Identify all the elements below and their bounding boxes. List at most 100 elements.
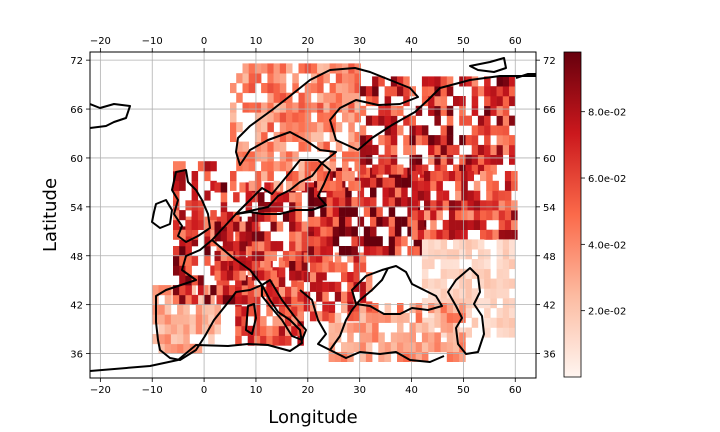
heatmap-cell	[365, 115, 373, 126]
heatmap-cell	[409, 115, 416, 126]
heatmap-cell	[248, 63, 256, 74]
heatmap-cell	[384, 351, 392, 362]
heatmap-cell	[397, 322, 404, 333]
heatmap-cell	[317, 102, 324, 113]
heatmap-cell	[226, 221, 234, 232]
heatmap-cell	[453, 144, 460, 155]
heatmap-cell	[415, 105, 423, 116]
heatmap-cell	[496, 76, 504, 87]
heatmap-cell	[357, 187, 365, 198]
heatmap-cell	[230, 180, 237, 191]
heatmap-cell	[417, 180, 425, 191]
heatmap-cell	[471, 96, 479, 107]
plot-frame	[89, 51, 537, 379]
heatmap-cell	[401, 167, 408, 178]
heatmap-cell	[365, 342, 373, 353]
heatmap-cell	[317, 83, 324, 94]
coastline-ireland	[151, 199, 173, 229]
heatmap-cell	[461, 219, 468, 230]
heatmap-region-9	[411, 171, 518, 240]
heatmap-cell	[347, 281, 354, 292]
heatmap-cell	[253, 306, 261, 317]
heatmap-cell	[278, 306, 286, 317]
heatmap-cell	[179, 255, 186, 266]
heatmap-cell	[502, 307, 510, 318]
heatmap-cell	[417, 210, 425, 221]
heatmap-cell	[448, 229, 456, 240]
heatmap-cell	[496, 317, 504, 328]
heatmap-cell	[484, 144, 491, 155]
heatmap-cell	[359, 164, 367, 175]
heatmap-cell	[282, 211, 290, 222]
heatmap-cell	[309, 262, 317, 273]
heatmap-cell	[347, 322, 354, 333]
heatmap-cell	[496, 154, 504, 165]
heatmap-cell	[247, 296, 255, 307]
heatmap-cell	[496, 327, 504, 338]
heatmap-cell	[253, 316, 261, 327]
heatmap-cell	[461, 210, 468, 221]
heatmap-cell	[295, 231, 302, 242]
heatmap-cell	[459, 115, 466, 126]
heatmap-cell	[320, 206, 327, 217]
x-tick-label-top-0: −20	[90, 36, 111, 47]
heatmap-cell	[417, 229, 425, 240]
heatmap-cell	[455, 180, 462, 191]
heatmap-cell	[415, 154, 423, 165]
heatmap-cell	[164, 334, 172, 345]
heatmap-cell	[334, 351, 342, 362]
heatmap-cell	[248, 102, 256, 113]
heatmap-cell	[353, 281, 360, 292]
heatmap-cell	[329, 83, 337, 94]
heatmap-cell	[185, 285, 192, 296]
heatmap-cell	[440, 135, 448, 146]
heatmap-cell	[502, 327, 510, 338]
x-tick-label-bottom-7: 50	[457, 385, 470, 396]
heatmap-cell	[254, 180, 262, 191]
heatmap-cell	[295, 270, 302, 281]
heatmap-cell	[459, 105, 466, 116]
heatmap-cell	[471, 135, 479, 146]
heatmap-cell	[317, 63, 324, 74]
heatmap-cell	[363, 177, 371, 188]
heatmap-cell	[292, 171, 299, 182]
heatmap-cell	[465, 154, 472, 165]
heatmap-cell	[397, 125, 404, 136]
heatmap-cell	[471, 76, 479, 87]
heatmap-region-8	[359, 76, 516, 175]
heatmap-cell	[446, 351, 454, 362]
heatmap-cell	[220, 211, 228, 222]
heatmap-cell	[492, 229, 499, 240]
heatmap-cell	[378, 332, 385, 343]
heatmap-cell	[365, 86, 373, 97]
heatmap-cell	[413, 246, 421, 257]
heatmap-cell	[372, 144, 379, 155]
colorbar	[563, 51, 582, 378]
heatmap-cell	[191, 190, 199, 201]
heatmap-cell	[370, 206, 377, 217]
heatmap-cell	[378, 115, 385, 126]
x-axis-label: Longitude	[268, 407, 358, 428]
heatmap-cell	[421, 342, 429, 353]
heatmap-cell	[509, 239, 516, 250]
heatmap-cell	[415, 322, 423, 333]
heatmap-cell	[351, 246, 358, 257]
heatmap-cell	[273, 141, 281, 152]
heatmap-cell	[185, 246, 192, 257]
heatmap-cell	[235, 276, 242, 287]
heatmap-cell	[434, 239, 441, 250]
heatmap-cell	[295, 211, 302, 222]
heatmap-cell	[235, 325, 242, 336]
heatmap-cell	[251, 260, 259, 271]
heatmap-cell	[341, 272, 348, 283]
heatmap-cell	[477, 144, 485, 155]
heatmap-cell	[354, 131, 361, 142]
heatmap-cell	[291, 316, 298, 327]
heatmap-cell	[440, 96, 448, 107]
heatmap-cell	[353, 322, 360, 333]
heatmap-cell	[328, 281, 336, 292]
heatmap-cell	[286, 122, 293, 133]
heatmap-cell	[421, 268, 429, 279]
heatmap-cell	[342, 112, 349, 123]
heatmap-cell	[245, 260, 253, 271]
